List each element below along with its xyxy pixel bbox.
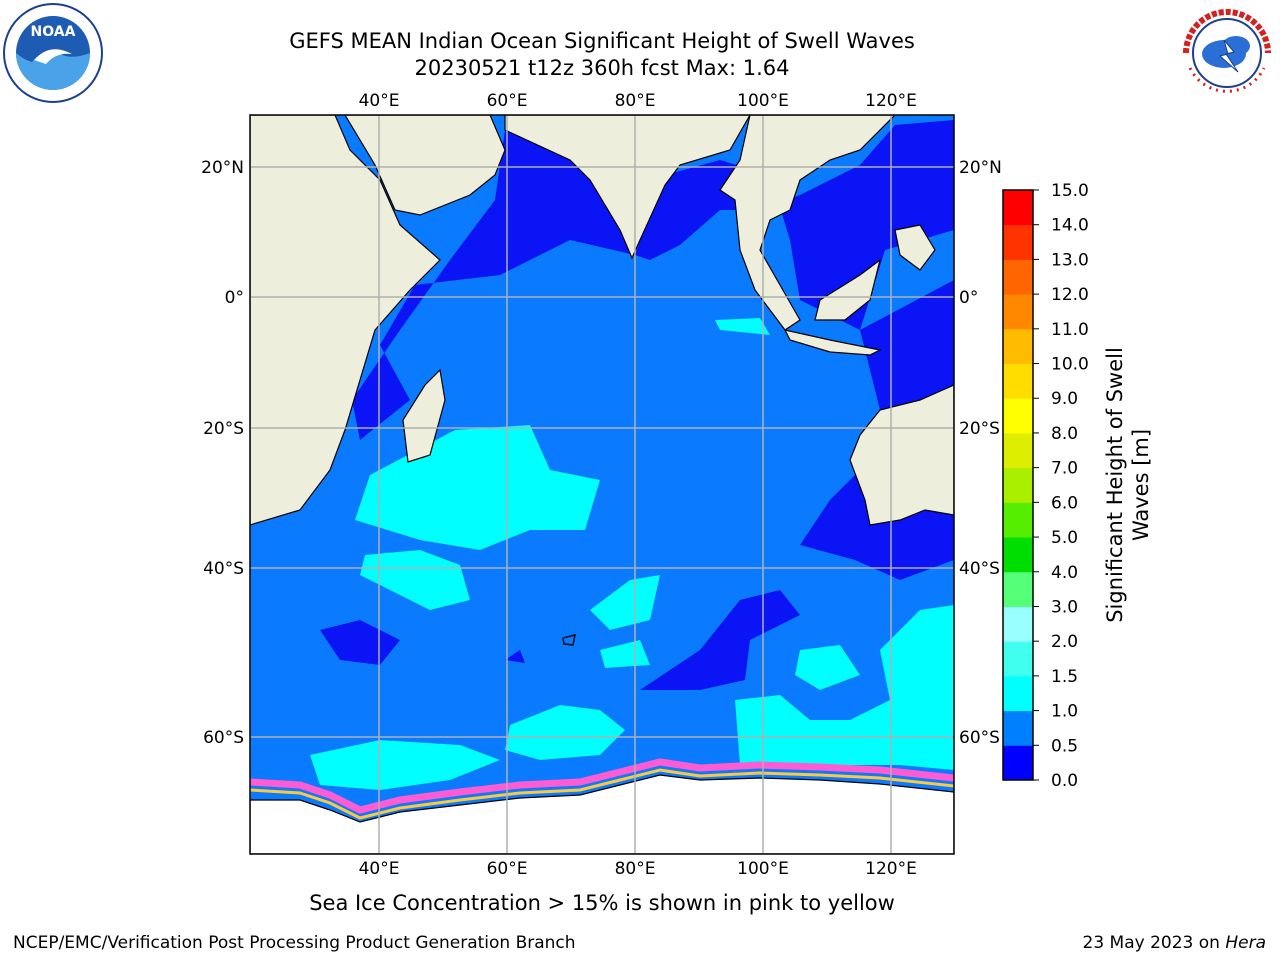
- colorbar-tick-label: 9.0: [1051, 389, 1078, 409]
- lon-label: 80°E: [615, 859, 656, 879]
- lon-label: 40°E: [359, 859, 400, 879]
- ocean-swell-1.0-1.5: [310, 318, 954, 790]
- colorbar-tick-label: 15.0: [1051, 181, 1089, 201]
- footer-host: Hera: [1225, 933, 1266, 953]
- sea-ice-edge-low: [250, 768, 954, 820]
- sea-ice-edge-high: [250, 758, 954, 814]
- lon-label: 60°E: [487, 859, 528, 879]
- lon-label: 120°E: [865, 859, 917, 879]
- lon-labels-bottom: 40°E 60°E 80°E 100°E 120°E: [359, 859, 917, 879]
- lat-labels-right: 20°N 0° 20°S 40°S 60°S: [959, 158, 1002, 748]
- lon-label: 120°E: [865, 91, 917, 111]
- footer-date: 23 May 2023 on Hera: [1083, 933, 1267, 953]
- colorbar-segment: [1003, 675, 1033, 712]
- colorbar-segment: [1003, 363, 1033, 399]
- map-frame: [249, 114, 955, 855]
- colorbar-tick-label: 6.0: [1051, 493, 1078, 513]
- colorbar: 0.0 0.5 1.0 1.5 2.0 3.0 4.0 5.0 6.0 7.0 8.0 9.0 10.0…: [1002, 181, 1089, 791]
- lat-label: 40°S: [959, 559, 1000, 579]
- colorbar-label-line: Significant Height of Swell: [1103, 347, 1127, 623]
- colorbar-segment: [1003, 224, 1033, 260]
- colorbar-segment: [1003, 537, 1033, 573]
- chart-title: GEFS MEAN Indian Ocean Significant Heigh…: [289, 29, 915, 53]
- colorbar-tick-label: 0.5: [1051, 736, 1078, 756]
- colorbar-segment: [1003, 502, 1033, 538]
- footer-credit: NCEP/EMC/Verification Post Processing Pr…: [13, 933, 576, 953]
- lat-label: 0°: [225, 288, 244, 308]
- colorbar-tick-label: 1.0: [1051, 702, 1078, 722]
- colorbar-tick-label: 10.0: [1051, 355, 1089, 375]
- lon-label: 100°E: [737, 91, 789, 111]
- colorbar-frame: [1002, 189, 1034, 781]
- lat-label: 0°: [959, 288, 978, 308]
- land-australia: [849, 384, 954, 526]
- noaa-logo: NOAA: [3, 3, 103, 103]
- lon-label: 80°E: [615, 91, 656, 111]
- colorbar-segment: [1003, 328, 1033, 365]
- land-india: [504, 115, 751, 260]
- svg-text:NOAA: NOAA: [31, 24, 76, 40]
- chart-subtitle: 20230521 t12z 360h fcst Max: 1.64: [414, 56, 790, 80]
- footer-date-text: 23 May 2023 on: [1082, 933, 1226, 953]
- lat-label: 40°S: [203, 559, 244, 579]
- colorbar-tick-label: 3.0: [1051, 597, 1078, 617]
- colorbar-segment: [1003, 710, 1033, 746]
- colorbar-segment: [1003, 606, 1033, 642]
- colorbar-tick-label: 13.0: [1051, 250, 1089, 270]
- lon-label: 40°E: [359, 91, 400, 111]
- colorbar-tick-label: 4.0: [1051, 563, 1078, 583]
- lon-label: 60°E: [487, 91, 528, 111]
- map-panel: [250, 115, 954, 854]
- lat-label: 60°S: [959, 728, 1000, 748]
- lat-label: 20°N: [959, 158, 1002, 178]
- nws-logo: [1179, 5, 1275, 101]
- colorbar-segment: [1003, 190, 1033, 226]
- colorbar-label-line: Waves [m]: [1129, 428, 1153, 542]
- land-madagascar: [402, 368, 446, 463]
- land-antarctica: [250, 774, 954, 854]
- land-indonesia: [783, 224, 936, 356]
- colorbar-tick-label: 0.0: [1051, 771, 1078, 791]
- colorbar-segment: [1003, 745, 1033, 781]
- land-africa: [250, 115, 441, 526]
- colorbar-tick-label: 2.0: [1051, 632, 1078, 652]
- lat-labels-left: 20°N 0° 20°S 40°S 60°S: [201, 158, 244, 748]
- colorbar-tick-label: 5.0: [1051, 528, 1078, 548]
- colorbar-tick-label: 7.0: [1051, 459, 1078, 479]
- lat-label: 20°N: [201, 158, 244, 178]
- lon-label: 100°E: [737, 859, 789, 879]
- colorbar-tick-label: 1.5: [1051, 667, 1078, 687]
- land-arabia: [344, 115, 506, 216]
- lon-labels-top: 40°E 60°E 80°E 100°E 120°E: [359, 91, 917, 111]
- colorbar-segment: [1003, 432, 1033, 469]
- colorbar-segment: [1003, 641, 1033, 677]
- colorbar-label: Significant Height of Swell Waves [m]: [1102, 347, 1154, 623]
- lat-label: 20°S: [959, 419, 1000, 439]
- colorbar-segment: [1003, 294, 1033, 330]
- colorbar-segment: [1003, 398, 1033, 434]
- sea-ice-caption: Sea Ice Concentration > 15% is shown in …: [309, 891, 895, 915]
- colorbar-segment: [1003, 259, 1033, 295]
- lat-label: 60°S: [203, 728, 244, 748]
- colorbar-tick-label: 8.0: [1051, 424, 1078, 444]
- colorbar-tick-label: 11.0: [1051, 320, 1089, 340]
- graticule: [250, 115, 954, 854]
- colorbar-tick-label: 14.0: [1051, 216, 1089, 236]
- island-kerguelen: [562, 634, 576, 646]
- colorbar-segment: [1003, 571, 1033, 607]
- lat-label: 20°S: [203, 419, 244, 439]
- colorbar-segment: [1003, 467, 1033, 503]
- colorbar-tick-label: 12.0: [1051, 285, 1089, 305]
